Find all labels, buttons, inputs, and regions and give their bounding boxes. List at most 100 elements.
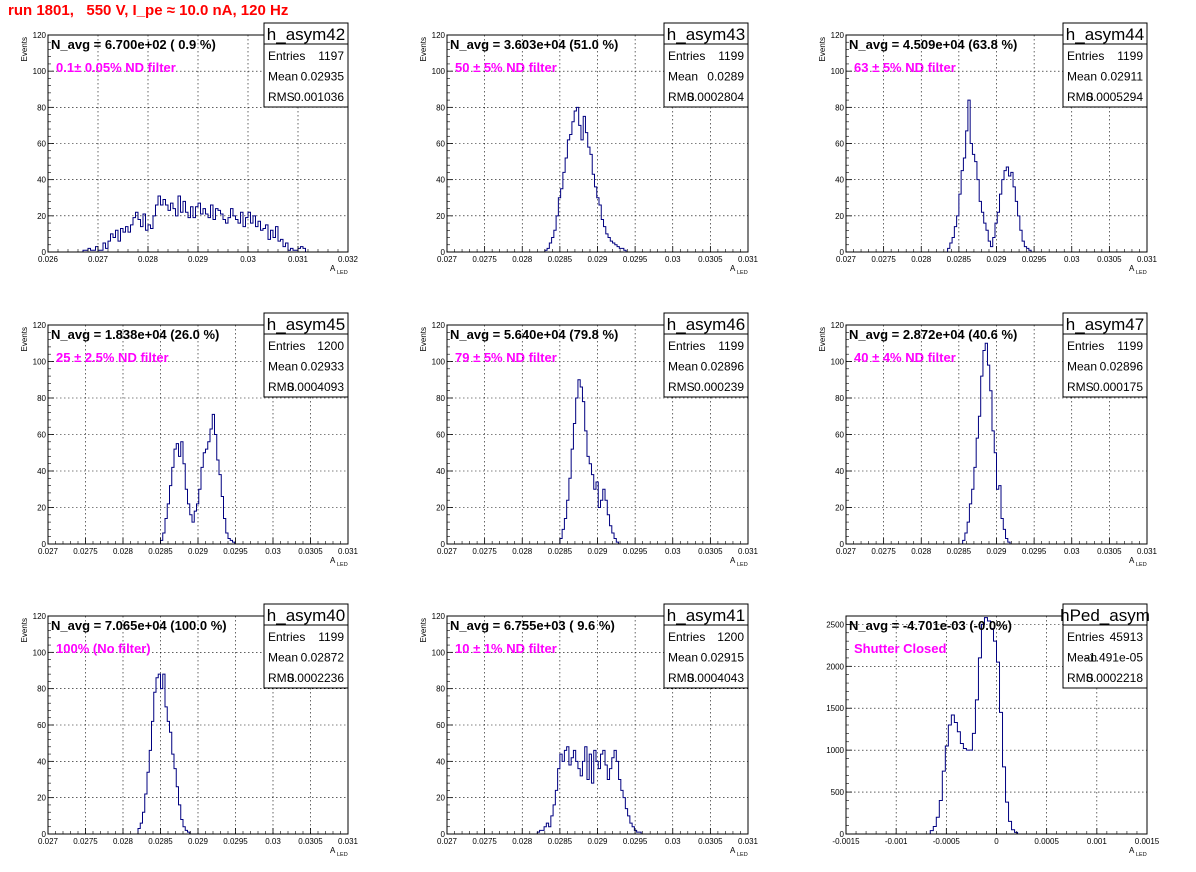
stats-label: Entries (668, 49, 705, 63)
stats-value: 1199 (718, 339, 744, 353)
x-tick-label: 0.028 (911, 547, 932, 556)
x-tick-label: 0.0285 (148, 547, 173, 556)
y-tick-label: 60 (436, 431, 445, 440)
stats-value: 0.0002218 (1086, 671, 1143, 685)
y-tick-label: 100 (432, 648, 446, 657)
x-tick-label: 0.0305 (298, 547, 323, 556)
navg-text: N_avg = 2.872e+04 (40.6 %) (849, 327, 1017, 342)
y-tick-label: 60 (436, 140, 445, 149)
filter-label: 25 ± 2.5% ND filter (56, 350, 169, 365)
navg-text: N_avg = 7.065e+04 (100.0 %) (51, 618, 227, 633)
x-axis-label: A (730, 846, 736, 855)
y-tick-label: 20 (37, 504, 46, 513)
x-axis-label-subscript: LED (1136, 562, 1147, 568)
stats-label: Entries (1067, 49, 1104, 63)
x-tick-label: 0.03 (265, 547, 281, 556)
y-tick-label: 40 (37, 757, 46, 766)
y-axis-label: Events (419, 327, 428, 351)
stats-value: 0.000175 (1093, 380, 1143, 394)
y-tick-label: 80 (835, 103, 844, 112)
x-tick-label: -0.001 (885, 837, 908, 846)
x-tick-label: 0.0275 (73, 837, 98, 846)
filter-label: 50 ± 5% ND filter (455, 60, 557, 75)
y-tick-label: 2000 (826, 662, 844, 671)
filter-label: Shutter Closed (854, 641, 947, 656)
x-tick-label: 0.0285 (947, 255, 972, 264)
stats-box (263, 603, 349, 689)
histogram-name: h_asym42 (267, 25, 345, 44)
stats-value: 0.001036 (294, 90, 344, 104)
y-tick-label: 120 (33, 31, 47, 40)
histogram-h_asym42 (82, 195, 306, 252)
x-tick-label: 0.0285 (947, 547, 972, 556)
x-tick-label: 0.031 (338, 837, 359, 846)
y-tick-label: 100 (432, 358, 446, 367)
x-tick-label: 0.0275 (472, 837, 497, 846)
x-axis-label: A (1129, 556, 1135, 565)
x-tick-label: 0.03 (265, 837, 281, 846)
x-axis-label-subscript: LED (1136, 270, 1147, 276)
navg-text: N_avg = 4.509e+04 (63.8 %) (849, 37, 1017, 52)
x-tick-label: 0.0015 (1135, 837, 1160, 846)
stats-value: 0.02896 (701, 360, 745, 374)
x-tick-label: 0.029 (986, 255, 1007, 264)
stats-value: 1197 (318, 49, 344, 63)
x-axis-label-subscript: LED (337, 852, 348, 858)
stats-label: RMS (668, 90, 695, 104)
stats-value: 0.0005294 (1086, 90, 1143, 104)
x-tick-label: 0.028 (512, 547, 533, 556)
y-tick-label: 100 (831, 358, 845, 367)
x-tick-label: 0.0285 (548, 255, 573, 264)
stats-label: Mean (1067, 360, 1097, 374)
x-tick-label: 0.027 (836, 255, 857, 264)
filter-label: 63 ± 5% ND filter (854, 60, 956, 75)
y-tick-label: 80 (37, 103, 46, 112)
histogram-h_asym41 (536, 746, 642, 834)
histogram-h_asym44 (947, 99, 1032, 252)
x-tick-label: 0.031 (288, 255, 309, 264)
stats-box (663, 22, 749, 108)
y-axis-label: Events (818, 37, 827, 61)
stats-value: 1199 (318, 630, 344, 644)
y-tick-label: 500 (831, 788, 845, 797)
y-tick-label: 100 (33, 648, 47, 657)
stats-label: Mean (668, 70, 698, 84)
x-tick-label: 0.0305 (698, 547, 723, 556)
y-tick-label: 2500 (826, 620, 844, 629)
stats-label: RMS (668, 671, 695, 685)
histogram-panel-h_asym43: 0.027 0.0275 0.028 0.0285 0.029 0.0295 0.03 0.0… (419, 22, 759, 276)
x-tick-label: 0.0295 (223, 547, 248, 556)
y-tick-label: 0 (42, 248, 47, 257)
navg-text: N_avg = 6.755e+03 ( 9.6 %) (450, 618, 615, 633)
stats-label: RMS (1067, 380, 1094, 394)
x-tick-label: 0.0275 (472, 547, 497, 556)
x-tick-label: 0 (994, 837, 999, 846)
histogram-panel-h_asym40: 0.027 0.0275 0.028 0.0285 0.029 0.0295 0.03 0.0… (20, 603, 359, 858)
histogram-name: h_asym44 (1066, 25, 1144, 44)
y-tick-label: 20 (37, 212, 46, 221)
stats-label: RMS (1067, 671, 1094, 685)
y-tick-label: 0 (441, 248, 446, 257)
y-tick-label: 60 (835, 431, 844, 440)
y-tick-label: 60 (37, 721, 46, 730)
stats-box (1062, 312, 1148, 398)
y-axis-label: Events (419, 37, 428, 61)
filter-label: 10 ± 1% ND filter (455, 641, 557, 656)
stats-value: 0.02915 (701, 651, 745, 665)
x-tick-label: 0.03 (240, 255, 256, 264)
histogram-panel-h_asym41: 0.027 0.0275 0.028 0.0285 0.029 0.0295 0.03 0.0… (419, 603, 759, 858)
x-tick-label: 0.028 (512, 255, 533, 264)
y-tick-label: 120 (831, 31, 845, 40)
x-axis-label: A (330, 556, 336, 565)
x-tick-label: 0.0295 (623, 837, 648, 846)
x-tick-label: 0.028 (512, 837, 533, 846)
y-tick-label: 40 (436, 757, 445, 766)
x-tick-label: 0.0275 (871, 547, 896, 556)
stats-label: Mean (268, 70, 298, 84)
stats-label: Mean (668, 651, 698, 665)
x-tick-label: 0.0285 (548, 547, 573, 556)
histogram-h_asym45 (160, 413, 236, 544)
x-axis-label: A (730, 264, 736, 273)
x-tick-label: 0.029 (188, 255, 209, 264)
y-tick-label: 80 (436, 103, 445, 112)
